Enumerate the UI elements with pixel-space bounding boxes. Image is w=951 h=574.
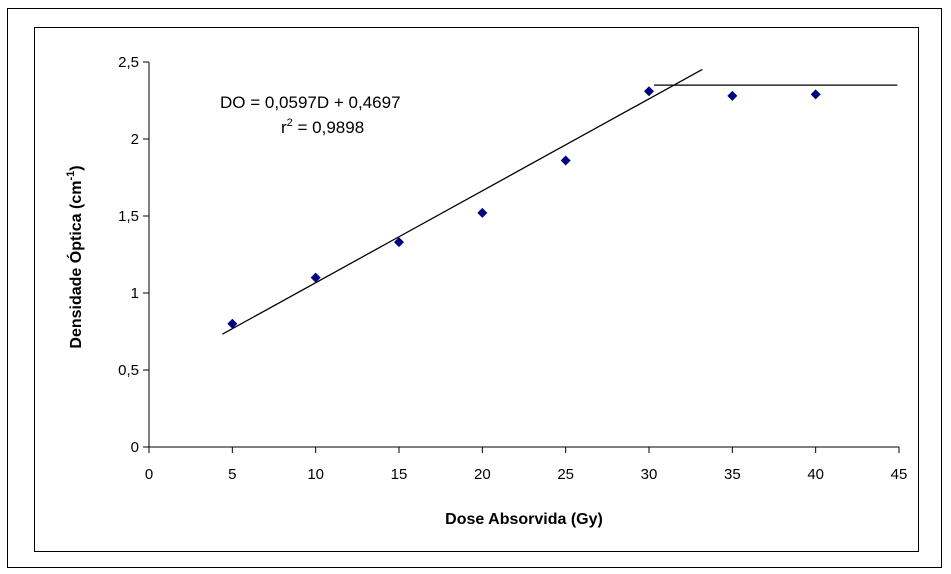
x-tick-label: 30 [641,466,658,483]
y-ticks: 0 0,5 1 1,5 2 2,5 [118,54,149,456]
x-tick-label: 15 [391,466,408,483]
data-point-marker [227,318,238,329]
x-tick-label: 40 [807,466,824,483]
x-axis-title: Dose Absorvida (Gy) [445,511,603,528]
x-tick-label: 20 [474,466,491,483]
y-tick-label: 0 [131,439,139,456]
data-points [227,86,821,329]
data-point-marker [394,237,404,248]
y-tick-label: 1 [131,285,139,302]
y-axis-title-main: Densidade Óptica (cm [66,181,85,349]
data-point-marker [477,207,488,218]
data-point-marker [810,89,821,100]
equation-annotation: DO = 0,0597D + 0,4697 [220,93,401,112]
y-tick-label: 1,5 [118,208,139,225]
trend-lines [222,68,898,335]
x-tick-label: 45 [891,466,908,483]
axes [148,62,899,448]
y-axis-title-close: ) [68,165,85,170]
r-squared-annotation: r2 = 0,9898 [281,117,364,137]
chart-outer-frame [7,8,942,568]
data-point-marker [310,272,321,283]
y-axis-title: Densidade Óptica (cm-1) [65,165,85,348]
data-point-marker [560,155,571,166]
linear-fit-line [222,68,703,335]
x-ticks: 0 5 10 15 20 25 30 35 40 45 [145,447,908,483]
x-tick-label: 10 [307,466,324,483]
r-squared-base: r [281,118,287,137]
y-tick-label: 0,5 [118,362,139,379]
data-point-marker [727,90,738,101]
r-squared-value: = 0,9898 [293,118,364,137]
x-tick-label: 0 [145,466,153,483]
y-tick-label: 2 [131,131,139,148]
x-tick-label: 5 [228,466,236,483]
x-tick-label: 25 [557,466,574,483]
y-tick-label: 2,5 [118,54,139,71]
data-point-marker [644,86,654,97]
chart-inner-frame [34,27,919,552]
r-squared-superscript: 2 [287,117,293,129]
y-axis-title-superscript: -1 [65,171,77,181]
x-tick-label: 35 [724,466,741,483]
